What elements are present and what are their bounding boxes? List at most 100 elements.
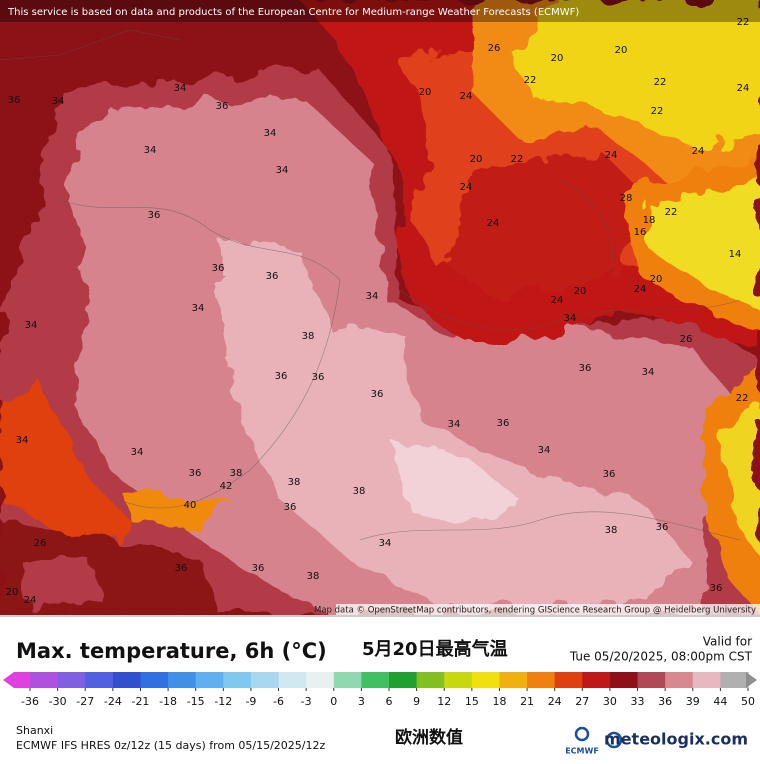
contour-label: 20 [470, 154, 483, 165]
colorbar-tick-label: 33 [631, 695, 645, 708]
colorbar-tick-label: 15 [465, 695, 479, 708]
colorbar-segment [444, 672, 473, 688]
contour-label: 20 [419, 87, 432, 98]
model-info: ECMWF IFS HRES 0z/12z (15 days) from 05/… [16, 739, 326, 752]
colorbar-tick-label: 3 [358, 695, 365, 708]
colorbar-segment [14, 672, 31, 688]
contour-label: 36 [148, 210, 161, 221]
ecmwf-logo: ECMWF [565, 747, 599, 756]
contour-label: 36 [579, 363, 592, 374]
ecmwf-icon [574, 726, 590, 742]
colorbar-tick-label: 0 [330, 695, 337, 708]
contour-label: 38 [307, 571, 320, 582]
colorbar-tick-label: -18 [159, 695, 177, 708]
colorbar-segment [223, 672, 252, 688]
contour-label: 20 [551, 53, 564, 64]
colorbar-segment [140, 672, 169, 688]
colorbar-tick-label: 9 [413, 695, 420, 708]
contour-label: 34 [379, 538, 392, 549]
colorbar-segment [637, 672, 666, 688]
contour-label: 24 [634, 284, 647, 295]
contour-label: 36 [497, 418, 510, 429]
colorbar-tick-label: -12 [214, 695, 232, 708]
contour-label: 34 [642, 367, 655, 378]
contour-label: 36 [312, 372, 325, 383]
contour-label: 24 [460, 182, 473, 193]
contour-label: 20 [615, 45, 628, 56]
notice: This service is based on data and produc… [7, 7, 579, 18]
contour-label: 22 [736, 393, 749, 404]
colorbar-tick-label: -15 [187, 695, 205, 708]
colorbar-segment [57, 672, 86, 688]
contour-label: 34 [174, 83, 187, 94]
contour-label: 36 [710, 583, 723, 594]
contour-label: 34 [366, 291, 379, 302]
colorbar-segment [306, 672, 335, 688]
contour-label: 34 [538, 445, 551, 456]
contour-label: 26 [488, 43, 501, 54]
contour-label: 20 [574, 286, 587, 297]
colorbar-segment [278, 672, 307, 688]
contour-label: 36 [656, 522, 669, 533]
contour-label: 34 [131, 447, 144, 458]
contour-label: 36 [8, 95, 21, 106]
colorbar-segment [720, 672, 749, 688]
contour-label: 38 [302, 331, 315, 342]
colorbar-tick-label: -3 [301, 695, 312, 708]
colorbar-segment [195, 672, 224, 688]
colorbar-arrow-left [3, 672, 14, 688]
colorbar-segment [85, 672, 114, 688]
valid-time: Tue 05/20/2025, 08:00pm CST [569, 650, 753, 664]
notice-bar [0, 0, 760, 22]
contour-label: 34 [16, 435, 29, 446]
colorbar-segment [168, 672, 197, 688]
colorbar-arrow-right [746, 672, 757, 688]
contour-label: 26 [34, 538, 47, 549]
colorbar: -36 -30 -27 -24 -21 -18 -15 -12 -9 -6 -3 0 3 6 9 12 15 18… [3, 672, 757, 708]
contour-label: 36 [212, 263, 225, 274]
colorbar-tick-label: -36 [21, 695, 39, 708]
attribution: Map data © OpenStreetMap contributors, r… [314, 606, 756, 616]
contour-label: 36 [252, 563, 265, 574]
contour-label: 36 [284, 502, 297, 513]
contour-label: 24 [551, 295, 564, 306]
colorbar-tick-label: -27 [76, 695, 94, 708]
contour-label: 36 [189, 468, 202, 479]
colorbar-tick-label: -24 [104, 695, 122, 708]
valid-label: Valid for [703, 635, 752, 649]
colorbar-tick-label: 12 [437, 695, 451, 708]
contour-label: 18 [643, 215, 656, 226]
meteologix-icon [605, 731, 623, 749]
contour-label: 34 [144, 145, 157, 156]
colorbar-tick-label: 36 [658, 695, 672, 708]
colorbar-segment [471, 672, 500, 688]
contour-label: 34 [264, 128, 277, 139]
colorbar-segment [554, 672, 583, 688]
contour-label: 16 [634, 227, 647, 238]
colorbar-segment [416, 672, 445, 688]
colorbar-tick-label: -21 [131, 695, 149, 708]
colorbar-segment [30, 672, 59, 688]
contour-label: 34 [25, 320, 38, 331]
contour-label: 24 [737, 83, 750, 94]
contour-label: 36 [216, 101, 229, 112]
colorbar-tick-label: 24 [548, 695, 562, 708]
colorbar-segment [582, 672, 611, 688]
colorbar-tick-label: 21 [520, 695, 534, 708]
colorbar-tick-label: 18 [492, 695, 506, 708]
contour-label: 24 [605, 150, 618, 161]
contour-label: 24 [487, 218, 500, 229]
contour-label: 22 [654, 77, 667, 88]
title-cn: 5月20日最高气温 [362, 638, 508, 660]
colorbar-tick-label: -6 [273, 695, 284, 708]
temperature-field [0, 0, 760, 615]
contour-label: 34 [192, 303, 205, 314]
contour-label: 36 [175, 563, 188, 574]
contour-label: 20 [6, 587, 19, 598]
contour-label: 28 [620, 193, 633, 204]
contour-label: 22 [511, 154, 524, 165]
colorbar-tick-label: 50 [741, 695, 755, 708]
contour-label: 36 [275, 371, 288, 382]
contour-label: 20 [650, 274, 663, 285]
